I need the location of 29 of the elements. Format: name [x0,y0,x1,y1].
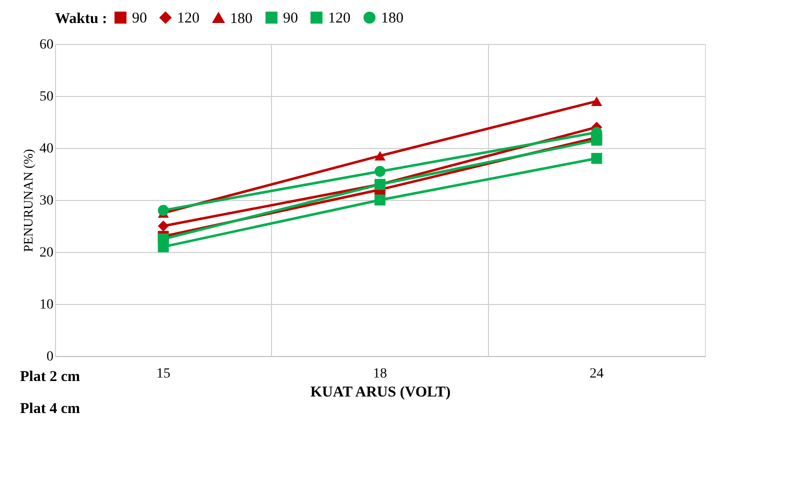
point [374,194,386,206]
point [158,220,169,232]
x-axis-title: KUAT ARUS (VOLT) [310,384,451,400]
text: Plat 4 cm [20,401,80,417]
y-tick-label: 40 [40,142,54,156]
legend-label: 180 [230,10,252,27]
legend-label: 120 [177,10,200,27]
x-tick-label: 24 [590,366,604,382]
point [591,96,602,106]
y-tick-label: 20 [40,246,54,260]
y-tick-label: 50 [40,90,54,104]
legend-label: 120 [328,10,350,27]
point [158,234,169,244]
legend-label: 90 [132,10,147,27]
point [374,151,386,161]
legend-label: 180 [381,10,404,27]
y-tick-label: 60 [40,38,54,52]
y-axis-title: PENURUNAN (%) [20,149,36,252]
point [374,166,386,177]
y-tick-label: 30 [40,194,54,208]
legend-label: 90 [283,10,298,27]
point [158,204,169,216]
point [591,152,602,164]
x-tick-label: 15 [156,366,170,382]
x-tick-label: 18 [373,366,387,382]
text: Plat 2 cm [20,369,80,385]
y-tick-label: 0 [46,350,54,364]
legend-title: Waktu : [55,11,108,27]
y-tick-label: 10 [40,298,54,312]
